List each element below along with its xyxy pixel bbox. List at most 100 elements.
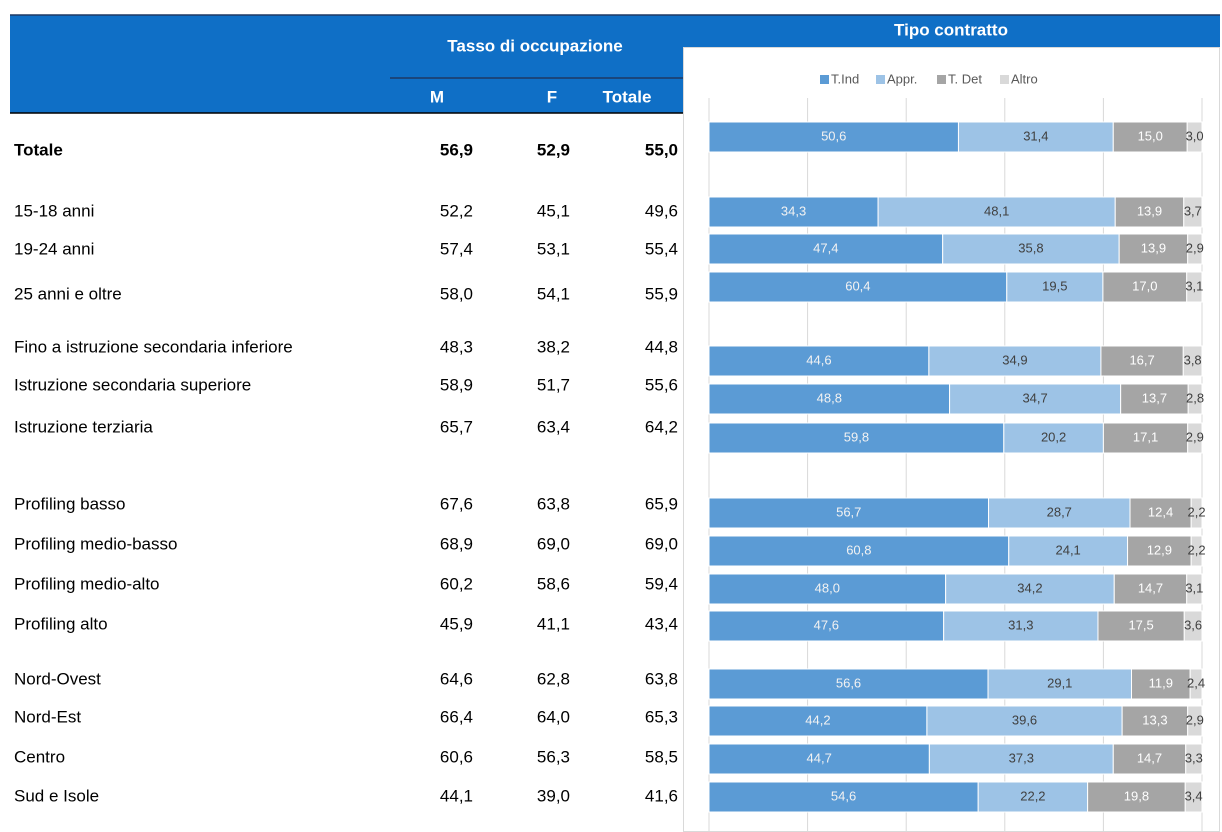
cell: 51,7 — [537, 375, 570, 394]
cell: 52,2 — [440, 201, 473, 220]
chart-header-bg — [683, 15, 1220, 47]
bar-segment — [988, 497, 1131, 529]
cell: 55,0 — [645, 140, 678, 159]
value-label: 34,2 — [1017, 580, 1042, 595]
row-label: Sud e Isole — [14, 786, 99, 805]
cell: 58,6 — [537, 574, 570, 593]
cell: 60,2 — [440, 574, 473, 593]
bar-segment — [977, 781, 1089, 813]
column-header: M — [430, 87, 444, 106]
bar-segment — [708, 610, 945, 642]
legend-label: T. Det — [948, 71, 982, 86]
column-header: F — [547, 87, 557, 106]
row-label: Centro — [14, 747, 65, 766]
value-label: 15,0 — [1138, 128, 1163, 143]
bar-segment — [926, 705, 1123, 737]
value-label: 13,7 — [1142, 390, 1167, 405]
bar-segment — [708, 422, 1005, 454]
value-label: 16,7 — [1129, 352, 1154, 367]
bar-segment — [708, 705, 928, 737]
row-label: Profiling medio-basso — [14, 534, 177, 553]
cell: 62,8 — [537, 669, 570, 688]
bar-segment — [1187, 383, 1203, 415]
bar-segment — [1008, 535, 1129, 567]
cell: 64,6 — [440, 669, 473, 688]
cell: 45,9 — [440, 614, 473, 633]
cell: 64,2 — [645, 417, 678, 436]
value-label: 2,2 — [1188, 504, 1206, 519]
bar-segment — [1100, 345, 1184, 377]
bar-segment — [1131, 668, 1191, 700]
bar-segment — [1102, 271, 1188, 303]
cell: 64,0 — [537, 707, 570, 726]
value-label: 3,4 — [1185, 788, 1203, 803]
cell: 54,1 — [537, 284, 570, 303]
bar-segment — [708, 121, 959, 153]
row-label: Istruzione secondaria superiore — [14, 375, 251, 394]
legend-label: Appr. — [887, 71, 917, 86]
value-label: 2,2 — [1188, 542, 1206, 557]
cell: 55,9 — [645, 284, 678, 303]
bar-segment — [1187, 705, 1203, 737]
bar-segment — [1185, 743, 1203, 775]
legend-swatch — [876, 75, 885, 84]
value-label: 2,9 — [1186, 429, 1204, 444]
bar-segment — [1184, 781, 1203, 813]
value-label: 2,9 — [1186, 712, 1204, 727]
bar-segment — [943, 610, 1099, 642]
cell: 43,4 — [645, 614, 678, 633]
value-label: 19,5 — [1042, 278, 1067, 293]
value-label: 3,1 — [1185, 278, 1203, 293]
cell: 53,1 — [537, 239, 570, 258]
cell: 65,9 — [645, 494, 678, 513]
row-label: Profiling basso — [14, 494, 126, 513]
value-label: 17,5 — [1128, 617, 1153, 632]
legend-label: T.Ind — [831, 71, 859, 86]
bar-segment — [1003, 422, 1104, 454]
legend-swatch — [937, 75, 946, 84]
bar-segment — [1186, 573, 1203, 605]
value-label: 19,8 — [1124, 788, 1149, 803]
value-label: 31,3 — [1008, 617, 1033, 632]
bar-segment — [708, 345, 930, 377]
cell: 65,3 — [645, 707, 678, 726]
cell: 67,6 — [440, 494, 473, 513]
value-label: 56,6 — [836, 675, 861, 690]
value-label: 31,4 — [1023, 128, 1048, 143]
cell: 49,6 — [645, 201, 678, 220]
value-label: 3,7 — [1184, 203, 1202, 218]
cell: 60,6 — [440, 747, 473, 766]
cell: 41,1 — [537, 614, 570, 633]
cell: 55,6 — [645, 375, 678, 394]
bar-segment — [1006, 271, 1104, 303]
value-label: 48,0 — [815, 580, 840, 595]
cell: 48,3 — [440, 337, 473, 356]
bar-segment — [957, 121, 1114, 153]
value-label: 29,1 — [1047, 675, 1072, 690]
value-label: 48,1 — [984, 203, 1009, 218]
cell: 63,4 — [537, 417, 570, 436]
bar-segment — [1127, 535, 1192, 567]
bar-segment — [1189, 668, 1203, 700]
chart-title: Tipo contratto — [894, 20, 1008, 39]
value-label: 14,7 — [1137, 750, 1162, 765]
row-label: Istruzione terziaria — [14, 417, 153, 436]
bar-segment — [1121, 705, 1189, 737]
legend-label: Altro — [1011, 71, 1038, 86]
bar-segment — [1186, 121, 1203, 153]
cell: 44,8 — [645, 337, 678, 356]
cell: 68,9 — [440, 534, 473, 553]
column-header: Totale — [603, 87, 652, 106]
bar-segment — [708, 781, 979, 813]
bar-segment — [1186, 271, 1203, 303]
bar-segment — [1187, 233, 1203, 265]
cell: 63,8 — [645, 669, 678, 688]
bar-segment — [708, 573, 947, 605]
bar-segment — [1102, 422, 1189, 454]
bar-segment — [708, 271, 1008, 303]
value-label: 47,4 — [813, 240, 838, 255]
value-label: 34,3 — [781, 203, 806, 218]
value-label: 13,3 — [1142, 712, 1167, 727]
bar-segment — [708, 196, 879, 228]
